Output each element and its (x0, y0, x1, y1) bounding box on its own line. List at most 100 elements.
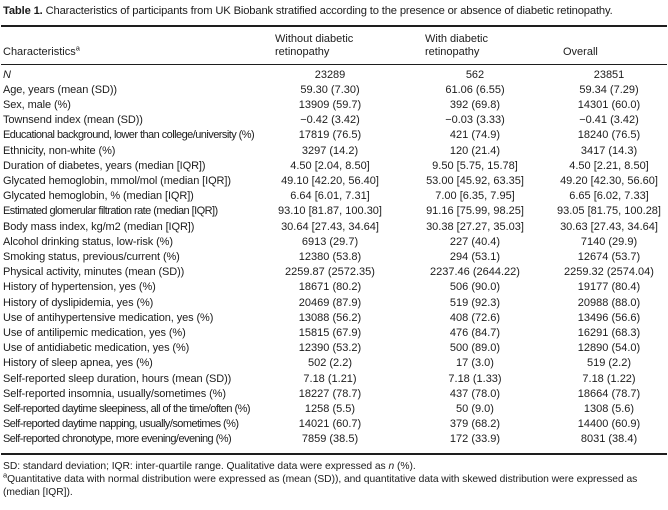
without-dr-value-cell: −0.42 (3.42) (300, 114, 360, 127)
overall-value-cell: 14400 (60.9) (577, 418, 641, 431)
with-dr-value-cell: 53.00 [45.92, 63.35] (426, 175, 524, 188)
with-dr-value-cell: 172 (33.9) (449, 433, 501, 446)
row-label-cell: Physical activity, minutes (mean (SD)) (3, 266, 185, 279)
with-dr-value-cell: 30.38 [27.27, 35.03] (426, 220, 524, 233)
overall-value-cell: 13496 (56.6) (577, 311, 641, 324)
overall-value-cell: 14301 (60.0) (577, 99, 641, 111)
row-label-cell: Use of antihypertensive medication, yes … (3, 311, 214, 324)
overall-value-cell: 3417 (14.3) (580, 144, 638, 157)
without-dr-value-cell: 12380 (53.8) (298, 251, 362, 264)
table-row: History of sleep apnea, yes (%) 502 (2.2… (1, 356, 667, 371)
overall-value-cell: 519 (2.2) (586, 357, 632, 370)
row-label-cell: Age, years (mean (SD)) (3, 83, 117, 96)
without-dr-value-cell: 502 (2.2) (307, 357, 353, 370)
table-row: Self-reported daytime napping, usually/s… (1, 417, 667, 432)
table-row: Self-reported insomnia, usually/sometime… (1, 387, 667, 402)
table-row: Physical activity, minutes (mean (SD)) 2… (1, 265, 667, 280)
with-dr-value-cell: 476 (84.7) (449, 327, 501, 340)
with-dr-header-line2: retinopathy (425, 45, 480, 58)
without-dr-value-cell: 13088 (56.2) (298, 311, 362, 324)
table-footnotes: SD: standard deviation; IQR: inter-quart… (1, 460, 667, 500)
row-label-cell: Duration of diabetes, years (median [IQR… (3, 159, 206, 172)
overall-value-cell: 12890 (54.0) (577, 342, 641, 355)
characteristics-table: Characteristicsa Without diabetic retino… (1, 25, 667, 455)
overall-value-cell: 49.20 [42.30, 56.60] (560, 175, 658, 188)
table-caption-text: Characteristics of participants from UK … (42, 5, 613, 17)
table-row: Duration of diabetes, years (median [IQR… (1, 159, 667, 174)
overall-value-cell: 19177 (80.4) (577, 281, 641, 294)
table-row: Self-reported sleep duration, hours (mea… (1, 372, 667, 387)
overall-value-cell: 20988 (88.0) (577, 296, 641, 309)
table-row: History of hypertension, yes (%) 18671 (… (1, 280, 667, 295)
overall-value-cell: 7.18 (1.22) (582, 372, 636, 385)
row-label-cell: Use of antidiabetic medication, yes (%) (3, 342, 190, 355)
table-caption: Table 1. Characteristics of participants… (1, 0, 667, 25)
table-body: N 23289 562 23851 Age, years (mean (SD))… (1, 64, 667, 454)
footnote-quantitative: aQuantitative data with normal distribut… (3, 471, 667, 499)
table-row: Self-reported chronotype, more evening/e… (1, 432, 667, 453)
with-dr-header-line1: With diabetic (425, 33, 488, 45)
row-label-cell: Self-reported sleep duration, hours (mea… (3, 372, 232, 385)
row-label-cell: N (3, 68, 11, 81)
without-dr-value-cell: 3297 (14.2) (301, 144, 359, 157)
row-label-cell: Self-reported insomnia, usually/sometime… (3, 387, 226, 400)
column-header-overall: Overall (551, 26, 667, 64)
overall-value-cell: 30.63 [27.43, 34.64] (560, 220, 658, 233)
without-dr-value-cell: 30.64 [27.43, 34.64] (281, 220, 379, 233)
with-dr-value-cell: 500 (89.0) (449, 342, 501, 355)
overall-value-cell: 6.65 [6.02, 7.33] (569, 190, 649, 203)
with-dr-value-cell: 9.50 [5.75, 15.78] (432, 159, 518, 172)
table-row: Sex, male (%) 13909 (59.7) 392 (69.8) 14… (1, 98, 667, 113)
table-row: N 23289 562 23851 (1, 64, 667, 83)
table-row: Smoking status, previous/current (%) 123… (1, 250, 667, 265)
footnote1-suffix: (%). (394, 460, 416, 472)
overall-value-cell: 18240 (76.5) (577, 129, 641, 142)
row-label-cell: Alcohol drinking status, low-risk (%) (3, 235, 173, 248)
row-label-cell: History of sleep apnea, yes (%) (3, 357, 153, 370)
row-label-cell: Glycated hemoglobin, % (median [IQR]) (3, 190, 194, 203)
column-header-characteristics: Characteristicsa (1, 26, 261, 64)
row-label-cell: Townsend index (mean (SD)) (3, 114, 143, 127)
overall-header-label: Overall (563, 45, 598, 58)
table-row: Estimated glomerular filtration rate (me… (1, 204, 667, 219)
overall-value-cell: 93.05 [81.75, 100.28] (557, 205, 661, 218)
table-row: Glycated hemoglobin, mmol/mol (median [I… (1, 174, 667, 189)
without-dr-value-cell: 20469 (87.9) (298, 296, 362, 309)
with-dr-value-cell: 294 (53.1) (449, 251, 501, 264)
table-row: Age, years (mean (SD)) 59.30 (7.30) 61.0… (1, 83, 667, 98)
table-row: Use of antidiabetic medication, yes (%) … (1, 341, 667, 356)
without-dr-value-cell: 4.50 [2.04, 8.50] (290, 159, 370, 172)
with-dr-value-cell: 562 (465, 68, 485, 81)
without-dr-value-cell: 18671 (80.2) (298, 281, 362, 294)
with-dr-value-cell: 120 (21.4) (449, 144, 501, 157)
row-label-cell: Smoking status, previous/current (%) (3, 251, 180, 264)
without-dr-value-cell: 7859 (38.5) (301, 433, 359, 446)
table-row: History of dyslipidemia, yes (%) 20469 (… (1, 296, 667, 311)
overall-value-cell: 7140 (29.9) (580, 235, 638, 248)
with-dr-value-cell: 421 (74.9) (449, 129, 501, 142)
with-dr-value-cell: 392 (69.8) (449, 99, 501, 111)
overall-value-cell: 4.50 [2.21, 8.50] (569, 159, 649, 172)
without-dr-value-cell: 15815 (67.9) (298, 327, 362, 340)
paper-table-page: Table 1. Characteristics of participants… (1, 0, 667, 500)
without-dr-value-cell: 6.64 [6.01, 7.31] (290, 190, 370, 203)
without-dr-value-cell: 7.18 (1.21) (303, 372, 357, 385)
overall-value-cell: 16291 (68.3) (577, 327, 641, 340)
table-row: Townsend index (mean (SD)) −0.42 (3.42) … (1, 113, 667, 128)
with-dr-value-cell: 7.18 (1.33) (448, 372, 502, 385)
without-dr-value-cell: 13909 (59.7) (298, 99, 362, 111)
row-label-cell: Self-reported chronotype, more evening/e… (3, 433, 232, 446)
footnote-abbreviations: SD: standard deviation; IQR: inter-quart… (3, 460, 667, 473)
table-row: Ethnicity, non-white (%) 3297 (14.2) 120… (1, 144, 667, 159)
row-label-cell: History of hypertension, yes (%) (3, 281, 156, 294)
table-row: Educational background, lower than colle… (1, 128, 667, 143)
without-dr-value-cell: 12390 (53.2) (298, 342, 362, 355)
table-row: Use of antilipemic medication, yes (%) 1… (1, 326, 667, 341)
overall-value-cell: −0.41 (3.42) (579, 114, 639, 127)
table-row: Glycated hemoglobin, % (median [IQR]) 6.… (1, 189, 667, 204)
with-dr-value-cell: 506 (90.0) (449, 281, 501, 294)
with-dr-value-cell: 7.00 [6.35, 7.95] (435, 190, 515, 203)
without-dr-value-cell: 17819 (76.5) (298, 129, 362, 142)
overall-value-cell: 18664 (78.7) (577, 387, 641, 400)
overall-value-cell: 2259.32 (2574.04) (564, 266, 654, 279)
